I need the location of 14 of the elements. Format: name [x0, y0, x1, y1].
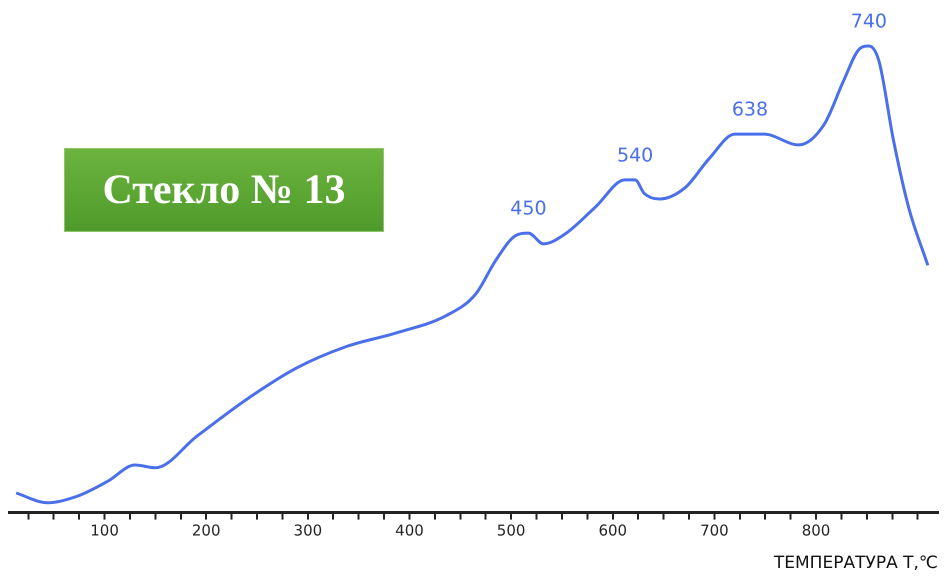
annotation: 450 — [510, 198, 547, 220]
annotation: 740 — [850, 10, 888, 32]
text: Стекло № 13 — [64, 148, 384, 232]
x-tick-label: 300 — [294, 521, 322, 540]
x-tick-label: 800 — [802, 521, 830, 540]
annotation: 540 — [616, 144, 654, 166]
x-tick-label: 200 — [192, 521, 221, 540]
annotation: 638 — [732, 98, 768, 121]
x-tick-label: 400 — [395, 521, 424, 540]
x-tick-label: 100 — [90, 521, 119, 540]
x-axis-title: ТЕМПЕРАТУРА T,℃ — [772, 553, 938, 574]
x-tick-label: 500 — [496, 521, 526, 540]
x-tick-label: 700 — [700, 521, 729, 540]
x-tick-label: 600 — [598, 521, 628, 540]
